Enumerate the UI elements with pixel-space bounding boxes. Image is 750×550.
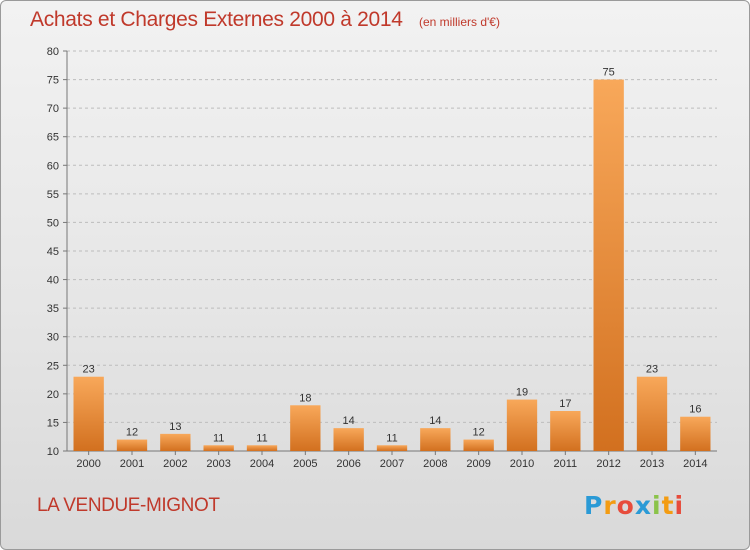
x-tick-label: 2003 <box>206 458 230 470</box>
bar-2001 <box>116 439 148 451</box>
y-tick-label: 10 <box>47 446 59 458</box>
x-tick-label: 2011 <box>554 458 578 470</box>
data-label: 23 <box>83 364 95 376</box>
bar-2007 <box>376 445 408 451</box>
data-label: 12 <box>126 427 138 439</box>
data-label: 11 <box>213 432 224 444</box>
bar-2002 <box>160 433 191 451</box>
data-label: 12 <box>473 427 485 439</box>
data-label: 19 <box>516 387 528 399</box>
data-label: 17 <box>559 398 571 410</box>
bar-2008 <box>420 428 451 451</box>
x-tick-label: 2001 <box>120 458 144 470</box>
y-tick-label: 45 <box>47 246 59 258</box>
bar-2006 <box>333 428 364 451</box>
brand-letter: t <box>661 491 675 520</box>
bar-2014 <box>680 416 711 451</box>
data-label: 18 <box>299 392 311 404</box>
place-name: LA VENDUE-MIGNOT <box>37 495 220 516</box>
x-tick-label: 2014 <box>683 458 707 470</box>
chart-title: Achats et Charges Externes 2000 à 2014 <box>30 8 403 31</box>
bar-2005 <box>290 405 321 451</box>
data-label: 11 <box>386 432 397 444</box>
x-tick-label: 2002 <box>163 458 187 470</box>
data-label: 13 <box>169 421 181 433</box>
labels: 2000 23 2001 12 2002 13 2003 11 2004 11 2005 18 2006… <box>76 67 707 470</box>
bar-2003 <box>203 445 234 451</box>
brand-letter: o <box>616 491 635 520</box>
x-tick-label: 2009 <box>466 458 490 470</box>
y-tick-label: 65 <box>47 132 59 144</box>
bar-2012 <box>593 79 624 452</box>
bar-2010 <box>506 399 538 451</box>
brand-letter: r <box>603 491 617 520</box>
data-label: 11 <box>256 432 267 444</box>
data-label: 23 <box>646 364 658 376</box>
y-tick-label: 75 <box>47 75 59 87</box>
y-tick-label: 20 <box>47 389 59 401</box>
data-label: 14 <box>429 415 441 427</box>
x-tick-label: 2012 <box>596 458 620 470</box>
data-label: 75 <box>603 67 615 79</box>
y-tick-label: 30 <box>47 332 59 344</box>
brand-letter: P <box>584 491 604 520</box>
y-tick-label: 80 <box>47 46 59 58</box>
bar-2000 <box>73 376 104 451</box>
chart-unit-subtitle: (en milliers d'€) <box>419 15 500 29</box>
x-tick-label: 2005 <box>293 458 317 470</box>
x-tick-label: 2006 <box>336 458 360 470</box>
y-tick-label: 55 <box>47 189 59 201</box>
brand-letter: i <box>652 491 662 520</box>
x-tick-label: 2010 <box>510 458 534 470</box>
x-tick-label: 2008 <box>423 458 447 470</box>
proxiti-logo: Proxiti <box>584 491 684 520</box>
brand-letter: i <box>674 491 685 520</box>
bar-2009 <box>463 439 494 451</box>
data-label: 14 <box>343 415 355 427</box>
x-tick-label: 2013 <box>640 458 664 470</box>
x-tick-label: 2004 <box>250 458 274 470</box>
y-tick-label: 70 <box>47 103 59 115</box>
y-tick-label: 50 <box>47 217 59 229</box>
bar-2004 <box>246 445 278 451</box>
x-tick-label: 2000 <box>76 458 100 470</box>
data-label: 16 <box>689 404 701 416</box>
bar-2011 <box>550 411 581 451</box>
bars <box>73 79 711 452</box>
y-tick-label: 35 <box>47 303 59 315</box>
x-tick-label: 2007 <box>380 458 404 470</box>
bar-2013 <box>636 376 668 451</box>
y-tick-label: 15 <box>47 417 59 429</box>
y-tick-label: 40 <box>47 275 59 287</box>
brand-letter: x <box>634 491 652 520</box>
y-tick-label: 25 <box>47 360 59 372</box>
y-tick-label: 60 <box>47 160 59 172</box>
